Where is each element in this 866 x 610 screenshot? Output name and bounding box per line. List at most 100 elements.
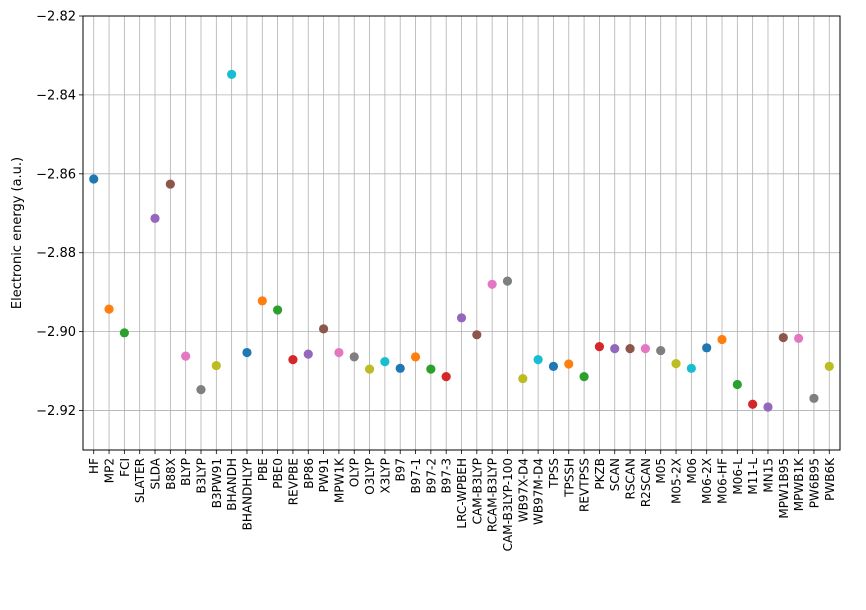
y-tick-label: −2.84 [36,88,76,103]
data-point [303,349,313,359]
x-tick-label: REVPBE [286,458,300,505]
data-point [824,361,834,371]
y-axis-ticks: −2.92 −2.90 −2.88 −2.86 −2.84 −2.82 [36,10,83,419]
x-tick-label: B88X [164,458,178,490]
data-point [242,347,252,358]
x-tick-label: CAM-B3LYP [470,458,484,524]
data-point [502,276,513,286]
data-point [349,352,359,362]
data-point [640,344,650,354]
y-tick-label: −2.88 [36,246,76,261]
data-point [441,372,451,382]
data-point [518,373,528,384]
x-tick-label: MPW1K [332,457,346,503]
x-tick-label: HF [87,458,101,474]
y-tick-label: −2.92 [36,404,76,419]
x-tick-label: FCI [118,458,132,477]
x-tick-label: MPW1B95 [777,458,791,519]
data-point [487,279,497,289]
x-tick-label: B97 [394,458,408,482]
x-tick-label: SLDA [149,457,163,489]
data-point [732,379,742,390]
y-axis-label: Electronic energy (a.u.) [10,157,25,309]
x-tick-label: RCAM-B3LYP [486,458,500,532]
x-tick-label: BHANDH [225,458,239,511]
y-tick-label: −2.90 [36,325,76,340]
data-point [656,345,666,356]
x-tick-label: PBE [256,458,270,481]
data-point [318,324,329,334]
data-point [763,402,773,412]
x-tick-label: M06-2X [700,458,714,504]
data-point [227,69,237,79]
data-point [334,347,344,358]
data-point [410,352,421,362]
x-tick-label: TPSS [547,458,561,489]
y-tick-label: −2.82 [36,10,76,25]
x-tick-label: M06-HF [716,458,730,504]
x-tick-label: MP2 [103,458,117,483]
data-point [165,179,175,189]
data-point [456,313,467,323]
x-tick-label: M06-L [731,458,745,495]
data-point [196,385,206,395]
x-tick-label: B3PW91 [210,458,224,508]
data-point [288,355,298,365]
x-tick-label: MN15 [761,458,775,493]
x-tick-label: B97-3 [440,458,454,493]
x-tick-label: B97-1 [409,458,423,493]
data-point [778,332,788,343]
x-tick-label: WB97M-D4 [532,458,546,525]
data-point [472,330,482,340]
x-tick-label: PW91 [317,458,331,492]
data-point [257,296,267,306]
x-tick-label: M06 [685,458,699,484]
x-tick-label: REVTPSS [578,458,592,512]
x-tick-label: CAM-B3LYP-100 [501,458,515,551]
x-tick-label: TPSSH [562,458,576,498]
data-point [181,351,191,361]
x-tick-label: B97-2 [424,458,438,493]
data-point [273,305,283,315]
grid [83,15,840,450]
x-tick-label: R2SCAN [639,458,653,507]
x-axis-ticks: HF MP2 FCI SLATER SLDA B88X BLYP B3LYP B3PW91 BHA… [87,450,837,551]
x-tick-label: BP86 [302,458,316,489]
x-tick-label: PBE0 [271,458,285,489]
data-point [686,363,696,373]
data-point [748,399,758,409]
data-point [104,304,114,314]
data-point [809,393,819,403]
x-tick-label: OLYP [348,458,362,487]
data-point [533,355,543,365]
data-point [426,364,436,374]
data-point [610,344,620,354]
x-tick-label: M11-L [746,458,760,495]
data-point [702,343,712,353]
x-tick-label: MPWB1K [792,457,806,511]
x-tick-label: BHANDHLYP [240,458,254,530]
x-tick-label: M05-2X [670,458,684,504]
data-point [671,358,681,369]
data-point [579,372,589,382]
x-tick-label: LRC-WPBEH [455,458,469,529]
x-tick-label: PKZB [593,458,607,490]
data-point [564,359,574,369]
data-point [594,342,605,352]
data-point [150,213,160,224]
data-point [211,360,221,371]
data-point [395,363,405,373]
x-tick-label: BLYP [179,458,193,486]
x-tick-label: B3LYP [194,458,208,494]
data-points [89,69,834,412]
data-point [89,174,99,184]
x-tick-label: SLATER [133,458,147,503]
x-tick-label: SCAN [608,458,622,491]
x-tick-label: PW6B95 [807,458,821,508]
data-point [364,364,375,374]
data-point [717,334,727,345]
data-point [794,333,804,343]
data-point [548,361,559,371]
data-point [625,344,635,354]
y-tick-label: −2.86 [36,167,76,182]
